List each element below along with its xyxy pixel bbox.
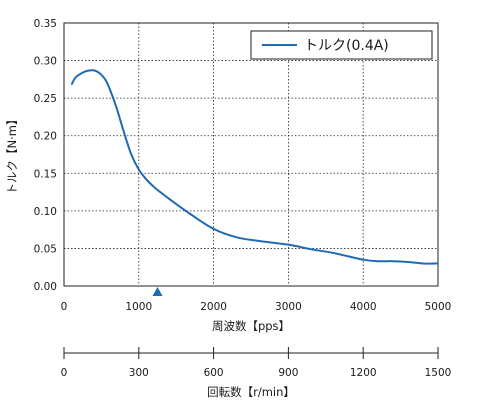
series-layer	[70, 69, 439, 265]
marker-triangle	[152, 287, 163, 296]
y-tick-label: 0.30	[34, 56, 57, 68]
legend: トルク(0.4A)	[250, 30, 433, 60]
y-tick-label: 0.05	[34, 243, 57, 255]
x-tick-label: 1000	[125, 301, 152, 313]
y-tick-label: 0.20	[34, 131, 57, 143]
x-tick-label: 4000	[350, 301, 377, 313]
secondary-x-tick-label: 600	[204, 367, 224, 379]
y-axis-title: トルク【N·m】	[5, 114, 19, 195]
x-axis-ticks: 0 1000 2000 3000 4000 5000	[61, 301, 452, 313]
legend-label: トルク(0.4A)	[304, 38, 389, 54]
torque-line	[70, 69, 439, 265]
y-tick-label: 0.15	[34, 168, 57, 180]
secondary-x-axis: 0 300 600 900 1200 1500	[61, 347, 452, 379]
secondary-x-tick-label: 300	[129, 367, 149, 379]
secondary-x-tick-label: 1200	[350, 367, 377, 379]
y-tick-label: 0.00	[34, 281, 57, 293]
grid-lines	[64, 23, 438, 286]
secondary-x-tick-label: 0	[61, 367, 68, 379]
secondary-x-axis-title: 回転数【r/min】	[207, 385, 295, 399]
y-tick-label: 0.25	[34, 93, 57, 105]
x-tick-label: 3000	[275, 301, 302, 313]
x-axis-title: 周波数【pps】	[212, 319, 290, 333]
secondary-x-tick-label: 1500	[425, 367, 452, 379]
y-axis-ticks: 0.00 0.05 0.10 0.15 0.20 0.25 0.30 0.35	[34, 18, 57, 293]
y-tick-label: 0.35	[34, 18, 57, 30]
x-tick-label: 0	[61, 301, 68, 313]
y-tick-label: 0.10	[34, 206, 57, 218]
x-tick-label: 2000	[200, 301, 227, 313]
secondary-x-tick-label: 900	[278, 367, 298, 379]
x-tick-label: 5000	[425, 301, 452, 313]
plot-frame	[63, 22, 439, 287]
